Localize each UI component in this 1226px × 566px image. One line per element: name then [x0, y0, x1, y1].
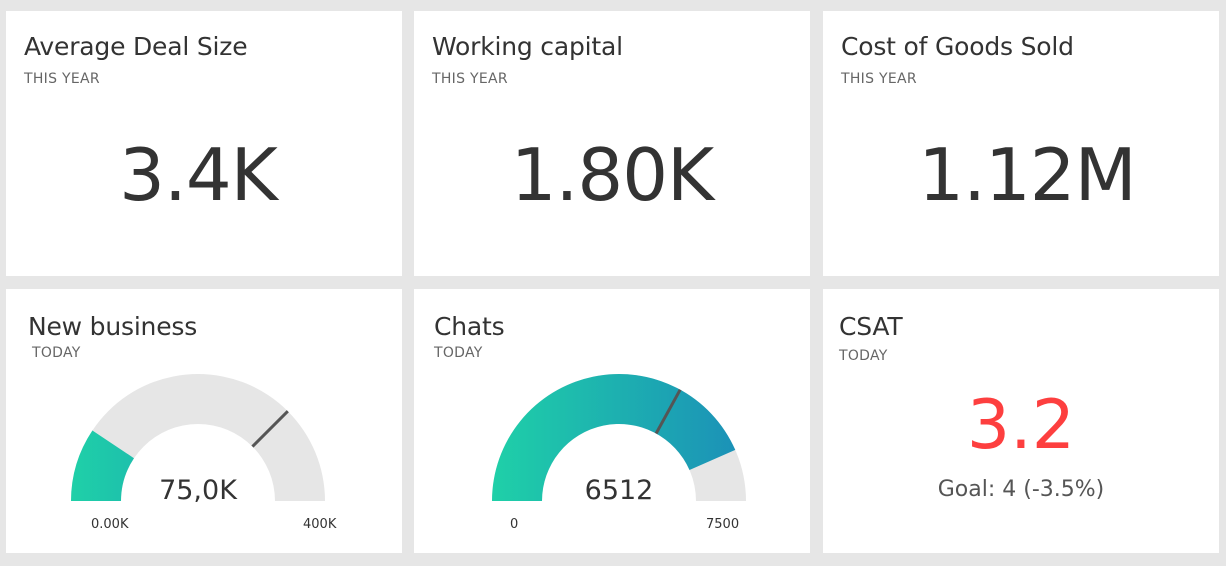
- tile-new-business[interactable]: New business TODAY 75,0K 0.00K 400K: [6, 289, 402, 553]
- tile-subtitle: TODAY: [839, 348, 888, 364]
- tile-title: Cost of Goods Sold: [841, 32, 1074, 61]
- gauge-fill: [71, 430, 134, 501]
- tile-csat[interactable]: CSAT TODAY 3.2 Goal: 4 (-3.5%): [823, 289, 1219, 553]
- kpi-value: 1.12M: [918, 133, 1136, 217]
- gauge-new-business: [71, 374, 325, 501]
- gauge-target-marker: [654, 388, 682, 435]
- gauge-track: [71, 374, 325, 501]
- tile-cost-of-goods-sold[interactable]: Cost of Goods Sold THIS YEAR 1.12M: [823, 11, 1219, 276]
- gauge-value-label: 75,0K: [159, 475, 237, 506]
- gauge-max-label: 7500: [706, 517, 740, 532]
- gauge-fill: [492, 374, 736, 501]
- tile-title: CSAT: [839, 312, 903, 341]
- gauge-min-label: 0: [510, 517, 519, 532]
- tile-average-deal-size[interactable]: Average Deal Size THIS YEAR 3.4K: [6, 11, 402, 276]
- gauge-min-label: 0.00K: [91, 517, 129, 532]
- gauge-value-label: 6512: [584, 475, 654, 506]
- tile-subtitle: THIS YEAR: [432, 71, 508, 87]
- gauge-target-marker: [251, 410, 289, 448]
- tile-subtitle: THIS YEAR: [24, 71, 100, 87]
- kpi-value: 1.80K: [510, 133, 715, 217]
- tile-working-capital[interactable]: Working capital THIS YEAR 1.80K: [414, 11, 810, 276]
- tile-subtitle: THIS YEAR: [841, 71, 917, 87]
- gauge-chats: [492, 374, 746, 501]
- tile-title: New business: [28, 312, 198, 341]
- csat-value: 3.2: [966, 386, 1076, 465]
- csat-goal: Goal: 4 (-3.5%): [937, 477, 1105, 502]
- tile-subtitle: TODAY: [434, 345, 483, 361]
- tile-title: Average Deal Size: [24, 32, 248, 61]
- tile-chats[interactable]: Chats TODAY 6512 0 7500: [414, 289, 810, 553]
- kpi-value: 3.4K: [119, 133, 278, 217]
- tile-subtitle: TODAY: [32, 345, 81, 361]
- tile-title: Chats: [434, 312, 505, 341]
- gauge-max-label: 400K: [303, 517, 337, 532]
- tile-title: Working capital: [432, 32, 623, 61]
